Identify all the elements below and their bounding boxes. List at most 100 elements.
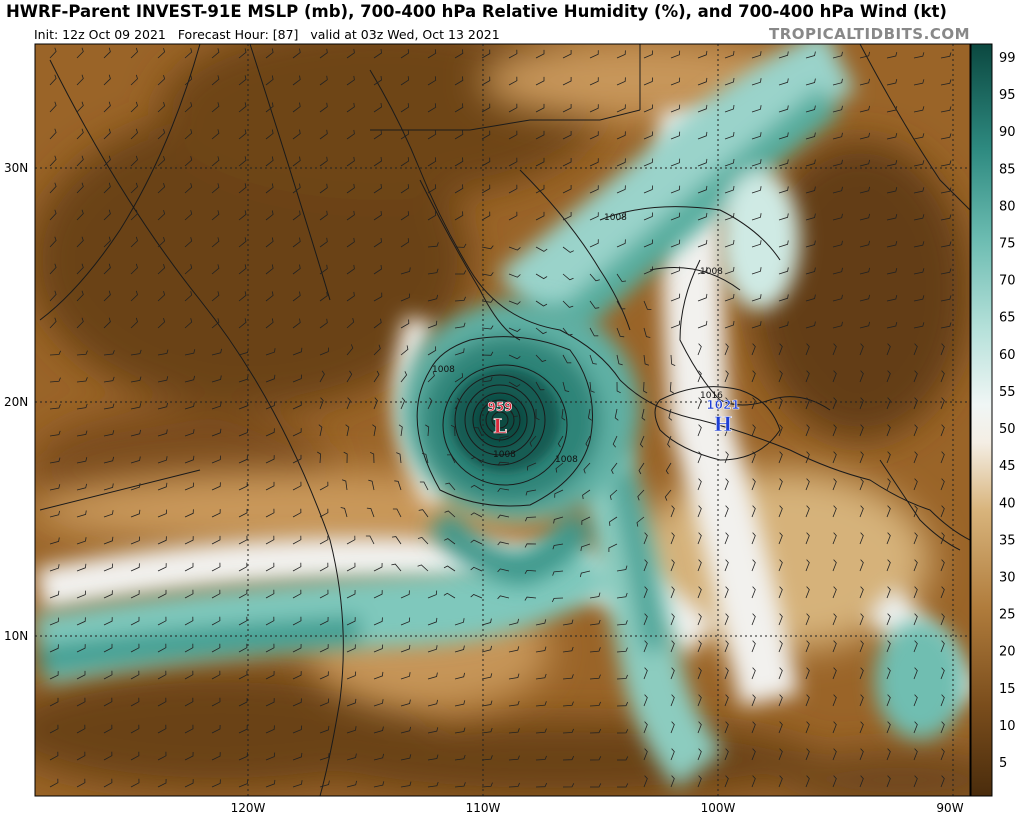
wind-barb — [265, 401, 275, 410]
wind-barb — [444, 538, 456, 545]
wind-barb — [724, 532, 729, 545]
wind-barb — [319, 671, 329, 680]
wind-barb — [130, 751, 140, 761]
wind-barb — [49, 617, 59, 626]
wind-barb — [940, 214, 952, 221]
wind-barb — [292, 535, 302, 545]
wind-barb — [238, 237, 247, 248]
wind-barb — [427, 590, 438, 599]
wind-barb — [319, 318, 328, 329]
wind-barb — [211, 210, 220, 221]
wind-barb — [508, 273, 521, 278]
wind-barb — [886, 241, 898, 248]
wind-barb — [670, 748, 675, 761]
wind-barb — [103, 263, 111, 275]
wind-barb — [535, 327, 547, 335]
wind-barb — [319, 102, 328, 113]
wind-barb — [447, 454, 456, 464]
wind-barb — [319, 347, 329, 356]
wind-barb — [49, 537, 60, 545]
high-pressure-center: 1021 H — [706, 398, 740, 437]
wind-barb — [319, 129, 328, 140]
wind-barb — [751, 478, 756, 491]
wind-barb — [238, 401, 249, 410]
wind-barb — [454, 243, 467, 248]
wind-barb — [184, 237, 193, 248]
wind-barb — [265, 291, 274, 302]
wind-barb — [778, 321, 789, 329]
wind-barb — [292, 102, 301, 113]
wind-barb — [319, 237, 328, 248]
wind-barb — [913, 532, 918, 545]
wind-barb — [859, 240, 870, 248]
wind-barb — [319, 48, 328, 59]
wind-barb — [940, 505, 945, 518]
wind-barbs — [49, 47, 952, 788]
wind-barb — [697, 748, 702, 761]
wind-barb — [265, 102, 274, 113]
wind-barb — [724, 505, 729, 518]
wind-barb — [616, 104, 626, 113]
wind-barb — [184, 616, 194, 626]
colorbar-tick-label: 85 — [999, 162, 1016, 177]
wind-barb — [130, 643, 140, 653]
wind-barb — [940, 559, 945, 572]
wind-barb — [49, 697, 59, 707]
wind-barb — [211, 375, 222, 383]
wind-barb — [643, 77, 653, 86]
wind-barb — [670, 586, 675, 599]
wind-barb — [157, 290, 166, 302]
wind-barb — [636, 516, 645, 527]
wind-barb — [562, 185, 572, 194]
wind-barb — [508, 130, 518, 140]
wind-barb — [292, 318, 301, 329]
wind-barb — [832, 159, 843, 167]
wind-barb — [508, 76, 518, 86]
wind-barb — [589, 354, 597, 365]
wind-barb — [130, 236, 138, 248]
wind-barb — [582, 489, 591, 500]
wind-barb — [184, 429, 195, 437]
wind-barb — [346, 562, 356, 572]
wind-barb — [617, 783, 629, 788]
wind-barb — [913, 79, 925, 86]
wind-barb — [535, 409, 540, 421]
wind-barb — [778, 505, 783, 518]
wind-barb — [211, 402, 222, 410]
wind-barb — [886, 640, 891, 653]
wind-barb — [724, 775, 729, 788]
colorbar-tick-label: 65 — [999, 311, 1016, 326]
wind-barb — [76, 290, 84, 302]
wind-barb — [497, 488, 510, 492]
wind-barb — [292, 264, 301, 275]
wind-barb — [292, 401, 302, 410]
wind-barb — [184, 697, 194, 707]
wind-barb — [643, 667, 648, 680]
wind-barb — [557, 435, 564, 448]
wind-barb — [643, 354, 650, 366]
wind-barb — [670, 320, 681, 329]
wind-barb — [940, 241, 952, 248]
wind-barb — [184, 75, 193, 86]
wind-barb — [481, 211, 491, 221]
wind-barb — [157, 482, 168, 491]
wind-barb — [400, 49, 410, 59]
wind-barb — [400, 644, 411, 653]
wind-barb — [913, 586, 918, 599]
wind-barb — [481, 157, 491, 167]
wind-barb — [913, 478, 918, 491]
wind-barb — [157, 429, 168, 437]
wind-barb — [724, 77, 735, 86]
wind-barb — [751, 294, 762, 302]
wind-barb — [319, 264, 328, 275]
wind-barb — [940, 295, 952, 302]
wind-barb — [76, 317, 84, 329]
wind-barb — [589, 131, 599, 140]
wind-barb — [400, 103, 410, 113]
wind-barb — [751, 267, 762, 275]
wind-barb — [292, 347, 303, 356]
wind-barb — [508, 246, 521, 251]
wind-barb — [400, 397, 406, 410]
wind-barb — [265, 643, 275, 653]
wind-barb — [427, 268, 439, 275]
